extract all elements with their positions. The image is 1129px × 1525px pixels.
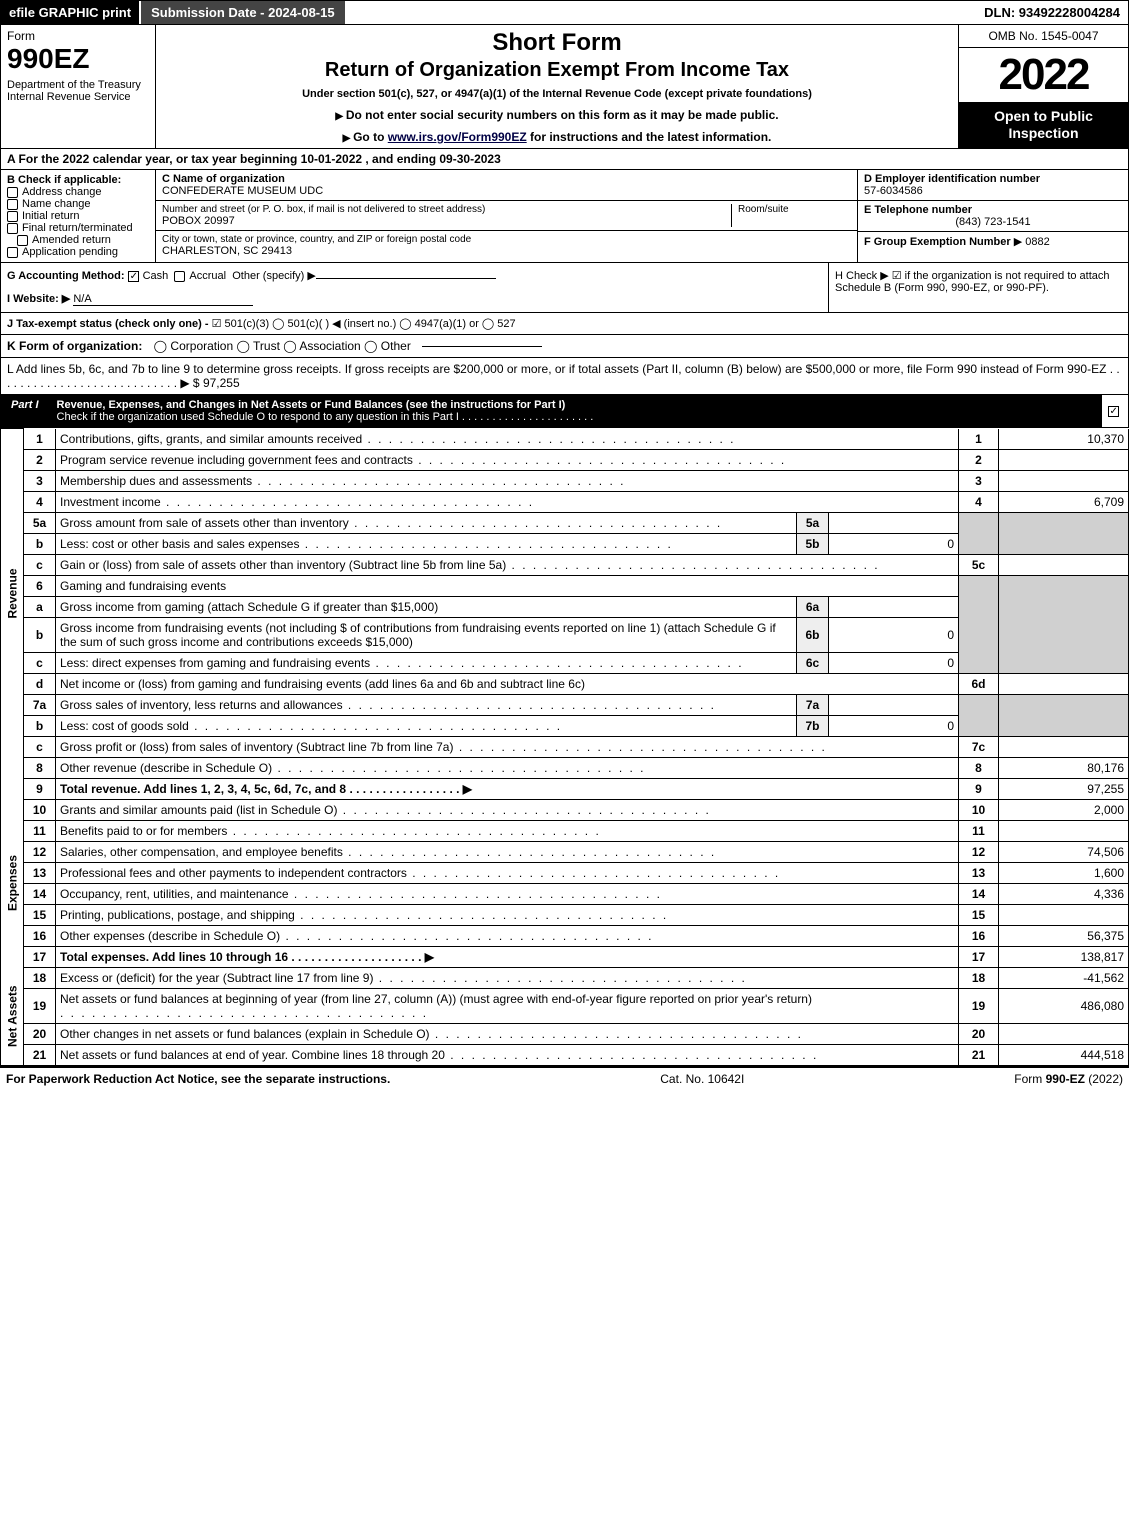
chk-cash[interactable]	[128, 271, 139, 282]
amt-19: 486,080	[999, 988, 1129, 1023]
org-name: CONFEDERATE MUSEUM UDC	[162, 185, 851, 197]
row-k-org-form: K Form of organization: ◯ Corporation ◯ …	[0, 335, 1129, 358]
tax-year: 2022	[959, 48, 1128, 102]
amt-10: 2,000	[999, 799, 1129, 820]
group-exemption-label: F Group Exemption Number	[864, 236, 1011, 248]
chk-amended-return[interactable]	[17, 235, 28, 246]
accounting-method-label: G Accounting Method:	[7, 270, 125, 282]
irs-link[interactable]: www.irs.gov/Form990EZ	[388, 130, 527, 144]
form-header: Form 990EZ Department of the Treasury In…	[0, 25, 1129, 149]
side-expenses: Expenses	[1, 799, 24, 967]
part-1-header: Part I Revenue, Expenses, and Changes in…	[0, 395, 1129, 428]
amt-4: 6,709	[999, 491, 1129, 512]
part-1-sub: Check if the organization used Schedule …	[57, 411, 594, 423]
instruction-1: Do not enter social security numbers on …	[162, 108, 952, 122]
amt-14: 4,336	[999, 883, 1129, 904]
row-h-schedule-b: H Check ▶ ☑ if the organization is not r…	[828, 263, 1128, 312]
footer-left: For Paperwork Reduction Act Notice, see …	[6, 1072, 390, 1086]
street-label: Number and street (or P. O. box, if mail…	[162, 204, 731, 215]
footer-cat-no: Cat. No. 10642I	[390, 1072, 1014, 1086]
city-value: CHARLESTON, SC 29413	[162, 245, 851, 257]
amt-21: 444,518	[999, 1044, 1129, 1065]
omb-number: OMB No. 1545-0047	[959, 25, 1128, 48]
phone-label: E Telephone number	[864, 204, 1122, 216]
group-exemption-value: ▶ 0882	[1014, 236, 1050, 248]
short-form-title: Short Form	[162, 29, 952, 57]
part-1-tab: Part I	[1, 395, 49, 427]
row-j-tax-exempt: J Tax-exempt status (check only one) - ☑…	[0, 313, 1129, 335]
row-ghi: G Accounting Method: Cash Accrual Other …	[0, 263, 1129, 313]
amt-1: 10,370	[999, 429, 1129, 450]
open-to-public: Open to Public Inspection	[959, 102, 1128, 148]
chk-application-pending[interactable]	[7, 247, 18, 258]
instr2-pre: Go to	[353, 130, 388, 144]
side-net-assets: Net Assets	[1, 967, 24, 1065]
instruction-2: Go to www.irs.gov/Form990EZ for instruct…	[162, 130, 952, 144]
instr2-post: for instructions and the latest informat…	[527, 130, 772, 144]
amt-9: 97,255	[999, 778, 1129, 799]
org-name-label: C Name of organization	[162, 173, 851, 185]
top-bar: efile GRAPHIC print Submission Date - 20…	[0, 0, 1129, 25]
dln: DLN: 93492228004284	[976, 1, 1128, 24]
form-word: Form	[7, 29, 149, 43]
row-a-tax-year: A For the 2022 calendar year, or tax yea…	[0, 149, 1129, 170]
main-title: Return of Organization Exempt From Incom…	[162, 59, 952, 82]
phone-value: (843) 723-1541	[864, 216, 1122, 228]
form-number: 990EZ	[7, 43, 149, 75]
row-l-gross-receipts: L Add lines 5b, 6c, and 7b to line 9 to …	[0, 358, 1129, 395]
chk-address-change[interactable]	[7, 187, 18, 198]
under-title: Under section 501(c), 527, or 4947(a)(1)…	[162, 88, 952, 100]
page-footer: For Paperwork Reduction Act Notice, see …	[0, 1066, 1129, 1090]
amt-13: 1,600	[999, 862, 1129, 883]
city-label: City or town, state or province, country…	[162, 234, 851, 245]
chk-name-change[interactable]	[7, 199, 18, 210]
chk-initial-return[interactable]	[7, 211, 18, 222]
part-1-title: Revenue, Expenses, and Changes in Net As…	[57, 399, 566, 411]
chk-accrual[interactable]	[174, 271, 185, 282]
street-value: POBOX 20997	[162, 215, 731, 227]
website-value: N/A	[73, 293, 253, 306]
block-bcdef: B Check if applicable: Address change Na…	[0, 170, 1129, 263]
amt-16: 56,375	[999, 925, 1129, 946]
amt-18: -41,562	[999, 967, 1129, 988]
chk-final-return[interactable]	[7, 223, 18, 234]
ein-label: D Employer identification number	[864, 173, 1122, 185]
amt-17: 138,817	[999, 946, 1129, 967]
department: Department of the Treasury Internal Reve…	[7, 79, 149, 103]
chk-schedule-o[interactable]	[1108, 406, 1119, 417]
part1-table: Revenue 1 Contributions, gifts, grants, …	[0, 428, 1129, 1066]
side-revenue: Revenue	[1, 429, 24, 758]
website-label: I Website: ▶	[7, 293, 70, 305]
col-b-checkboxes: B Check if applicable: Address change Na…	[1, 170, 156, 262]
efile-label: efile GRAPHIC print	[1, 1, 139, 24]
room-label: Room/suite	[738, 204, 851, 215]
col-b-title: B Check if applicable:	[7, 174, 149, 186]
ein-value: 57-6034586	[864, 185, 1122, 197]
accounting-other: Other (specify) ▶	[232, 270, 316, 282]
amt-8: 80,176	[999, 757, 1129, 778]
submission-date: Submission Date - 2024-08-15	[139, 1, 345, 24]
amt-12: 74,506	[999, 841, 1129, 862]
